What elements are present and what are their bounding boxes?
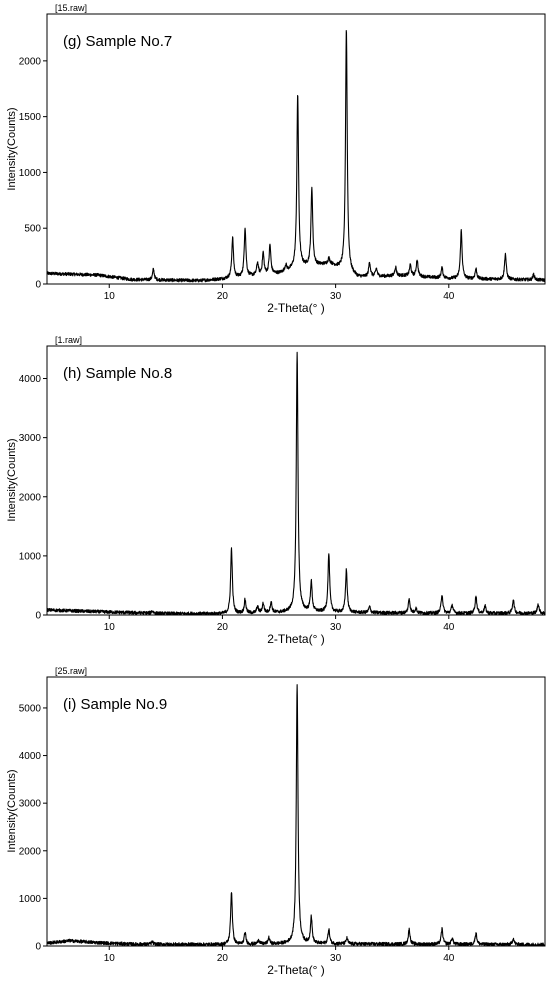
chart-panel-1: [15.raw] (g) Sample No.7 10 20 30 40 0 500 1000 1… bbox=[6, 3, 546, 315]
chart-title: (h) Sample No.8 bbox=[63, 365, 172, 382]
file-label: [1.raw] bbox=[55, 335, 82, 345]
xrd-series-line bbox=[46, 351, 546, 616]
y-tick-label: 5000 bbox=[19, 703, 42, 714]
y-tick-label: 0 bbox=[35, 611, 41, 622]
x-axis-label: 2-Theta(° ) bbox=[267, 963, 324, 977]
y-tick-label: 2000 bbox=[19, 56, 42, 67]
y-tick-label: 0 bbox=[35, 942, 41, 953]
xrd-series-line bbox=[46, 684, 546, 947]
plot-frame bbox=[46, 13, 546, 285]
x-tick-label: 30 bbox=[330, 622, 342, 633]
x-tick-label: 10 bbox=[104, 953, 116, 964]
y-tick-label: 1000 bbox=[19, 551, 42, 562]
y-axis-label: Intensity(Counts) bbox=[6, 438, 18, 521]
chart-title: (i) Sample No.9 bbox=[63, 696, 167, 713]
y-axis-label: Intensity(Counts) bbox=[6, 769, 18, 852]
y-tick-label: 4000 bbox=[19, 751, 42, 762]
y-tick-label: 3000 bbox=[19, 799, 42, 810]
y-tick-label: 1500 bbox=[19, 112, 42, 123]
chart-panel-3: [25.raw] (i) Sample No.9 10 20 30 40 0 1000 2000… bbox=[6, 666, 546, 977]
y-tick-label: 2000 bbox=[19, 492, 42, 503]
x-tick-label: 40 bbox=[443, 291, 455, 302]
plot-frame bbox=[46, 676, 546, 947]
x-tick-label: 20 bbox=[217, 622, 229, 633]
y-tick-label: 3000 bbox=[19, 433, 42, 444]
x-axis-label: 2-Theta(° ) bbox=[267, 632, 324, 646]
y-axis-label: Intensity(Counts) bbox=[6, 107, 18, 190]
x-tick-label: 40 bbox=[443, 622, 455, 633]
chart-panel-2: [1.raw] (h) Sample No.8 10 20 30 40 0 1000 2000 3… bbox=[6, 335, 546, 646]
y-tick-label: 2000 bbox=[19, 846, 42, 857]
y-tick-label: 1000 bbox=[19, 168, 42, 179]
y-tick-label: 500 bbox=[24, 224, 41, 235]
x-tick-label: 40 bbox=[443, 953, 455, 964]
y-tick-label: 1000 bbox=[19, 894, 42, 905]
xrd-series-line bbox=[46, 30, 546, 283]
x-tick-label: 10 bbox=[104, 622, 116, 633]
x-tick-label: 10 bbox=[104, 291, 116, 302]
y-tick-label: 4000 bbox=[19, 374, 42, 385]
x-tick-label: 30 bbox=[330, 291, 342, 302]
x-tick-label: 20 bbox=[217, 953, 229, 964]
chart-title: (g) Sample No.7 bbox=[63, 33, 172, 50]
file-label: [15.raw] bbox=[55, 3, 87, 13]
y-tick-label: 0 bbox=[35, 280, 41, 291]
x-tick-label: 20 bbox=[217, 291, 229, 302]
x-axis-label: 2-Theta(° ) bbox=[267, 301, 324, 315]
plot-frame bbox=[46, 345, 546, 616]
x-tick-label: 30 bbox=[330, 953, 342, 964]
file-label: [25.raw] bbox=[55, 666, 87, 676]
